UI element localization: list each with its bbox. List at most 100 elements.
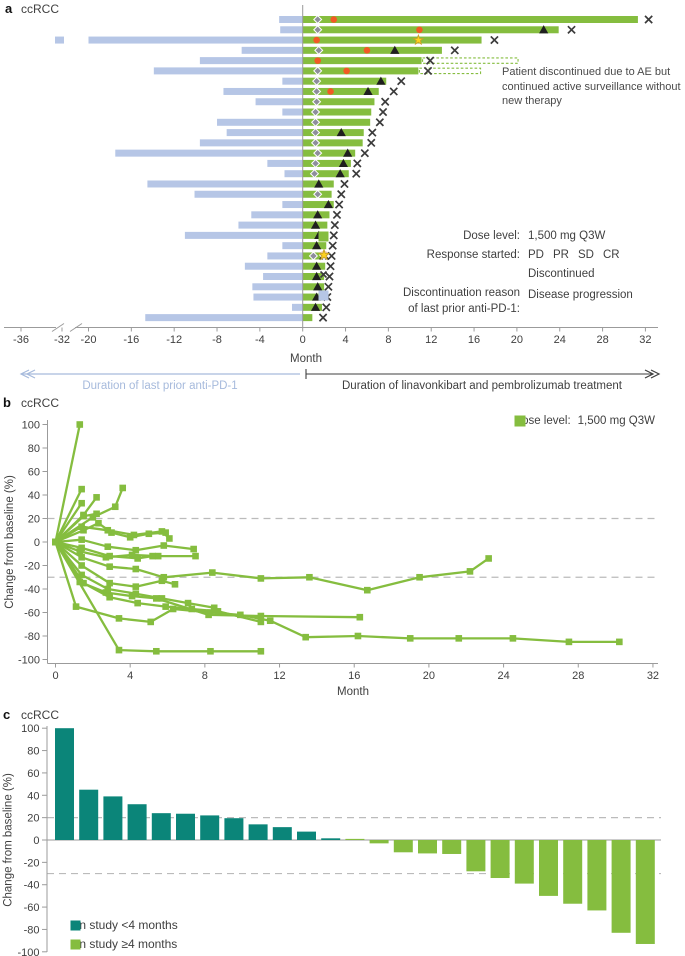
disease-progression-pair: Disease progression xyxy=(318,287,633,303)
swimmer-row xyxy=(251,210,342,220)
axis-tick-label: 60 xyxy=(28,467,40,479)
waterfall-bar xyxy=(442,840,462,854)
spider-plot-panel-b: -100 -80 -60 -40 -20 0 20 40 60 80 100 0 4 8 12 16 20 24 2… xyxy=(4,420,659,699)
axis-tick-label: 20 xyxy=(28,514,40,526)
axis-tick-label: 80 xyxy=(27,746,39,758)
waterfall-bar xyxy=(79,789,99,840)
waterfall-bar xyxy=(418,840,437,854)
pr-pair: PR xyxy=(320,247,569,263)
ge4-green-swatch-icon xyxy=(70,939,81,949)
lt4-label: On study <4 months xyxy=(70,918,178,932)
y-axis: -100 -80 -60 -40 -20 0 20 40 60 80 100 Change from … xyxy=(3,723,48,956)
waterfall-bar xyxy=(514,840,534,884)
ge4-label: On study ≥4 months xyxy=(70,937,178,951)
discontinued-label: Discontinued xyxy=(528,268,595,280)
swimmer-row xyxy=(244,261,335,271)
axis-tick-label: 0 xyxy=(34,537,40,549)
waterfall-bars xyxy=(55,728,655,944)
swimmer-row xyxy=(280,25,576,35)
cr-pair: CR xyxy=(317,247,620,263)
axis-tick-label: 12 xyxy=(425,334,437,346)
lt4-teal-swatch-icon xyxy=(70,920,81,930)
panel-b-letter: b xyxy=(3,395,11,410)
axis-tick-label: -20 xyxy=(81,334,97,346)
axis-tick-label: 4 xyxy=(342,334,348,346)
disc-reason-line2: of last prior anti-PD-1: xyxy=(408,303,520,315)
axis-tick-label: -100 xyxy=(17,947,39,956)
axis-tick-label: 100 xyxy=(21,723,39,735)
spider-series xyxy=(52,536,197,554)
prior-blue-swatch-icon xyxy=(318,290,329,300)
x-axis-title: Month xyxy=(290,353,322,365)
axis-tick-label: 20 xyxy=(423,670,435,682)
axis-tick-label: -20 xyxy=(24,857,40,869)
axis-tick-label: 4 xyxy=(127,670,133,682)
axis-tick-label: -80 xyxy=(24,631,40,643)
waterfall-bar xyxy=(369,840,389,844)
dose-swatch-pair: 1,500 mg Q3W xyxy=(318,228,605,244)
waterfall-bar xyxy=(393,840,413,853)
waterfall-bar xyxy=(466,840,486,872)
panel-a-title: ccRCC xyxy=(21,2,59,16)
swimmer-row xyxy=(291,302,331,312)
swimmer-row xyxy=(255,97,390,107)
axis-tick-label: 32 xyxy=(639,334,651,346)
waterfall-bar xyxy=(490,840,510,879)
swimmer-row xyxy=(282,107,388,117)
swimmer-row xyxy=(282,76,406,86)
swimmer-row xyxy=(238,220,340,230)
discontinued-row: Discontinued xyxy=(319,266,633,282)
spacer xyxy=(318,266,520,282)
axis-tick-label: -16 xyxy=(123,334,139,346)
axis-tick-label: 28 xyxy=(596,334,608,346)
x-axis-title: Month xyxy=(337,686,369,698)
waterfall-bar xyxy=(635,840,655,944)
axis-tick-label: 16 xyxy=(468,334,480,346)
axis-tick-label: -12 xyxy=(166,334,182,346)
axis-tick-label: 80 xyxy=(28,443,40,455)
waterfall-bar xyxy=(587,840,607,911)
dose-level-label: Dose level: xyxy=(513,415,571,427)
axis-tick-label: -20 xyxy=(24,561,40,573)
swimmer-row xyxy=(252,282,333,291)
panel-c-letter: c xyxy=(3,707,11,722)
axis-tick-label: 32 xyxy=(647,670,659,682)
legend-item-ge4: On study ≥4 months xyxy=(70,937,178,951)
swimmer-row xyxy=(55,33,499,46)
legend-item-lt4: On study <4 months xyxy=(70,918,178,932)
swimmer-row xyxy=(267,251,336,261)
panel-b-title: ccRCC xyxy=(21,396,59,410)
axis-tick-label: 40 xyxy=(28,490,40,502)
waterfall-bar xyxy=(200,815,220,840)
panel-c-title: ccRCC xyxy=(21,708,59,722)
axis-tick-label: 0 xyxy=(33,835,39,847)
axis-tick-label: 8 xyxy=(202,670,208,682)
swimmer-row xyxy=(217,117,385,127)
waterfall-bar xyxy=(611,840,631,933)
panel-a-letter: a xyxy=(5,1,13,16)
swimmer-row xyxy=(147,179,349,189)
axis-tick-label: 20 xyxy=(511,334,523,346)
prior-duration-arrow-label: Duration of last prior anti-PD-1 xyxy=(82,380,237,392)
waterfall-bar xyxy=(563,840,583,904)
swimmer-row xyxy=(194,189,346,199)
swimmer-row xyxy=(145,313,328,322)
swimmer-row xyxy=(284,169,361,179)
pd-pair: PD xyxy=(319,247,544,263)
axis-tick-label: 24 xyxy=(554,334,566,346)
dose-level-row: 1,500 mg Q3W xyxy=(318,228,633,244)
response-started-label: Response started: xyxy=(426,249,520,261)
waterfall-bar xyxy=(224,818,244,840)
discontinued-pair: Discontinued xyxy=(319,266,595,282)
waterfall-bar xyxy=(345,838,365,840)
discontinued-x-icon xyxy=(319,270,328,278)
spider-series-group xyxy=(52,421,623,655)
waterfall-bar xyxy=(55,728,74,840)
axis-tick-label: -60 xyxy=(24,902,40,914)
waterfall-bar xyxy=(539,840,558,896)
x-axis: -36 -32 -20 -16 -12 -8 -4 0 4 8 12 16 20 24 28 32 Month xyxy=(4,323,658,365)
sd-pair: SD xyxy=(318,247,594,263)
swimmer-row xyxy=(223,86,398,97)
swimmer-row xyxy=(199,138,376,148)
cr-label: CR xyxy=(602,249,620,261)
